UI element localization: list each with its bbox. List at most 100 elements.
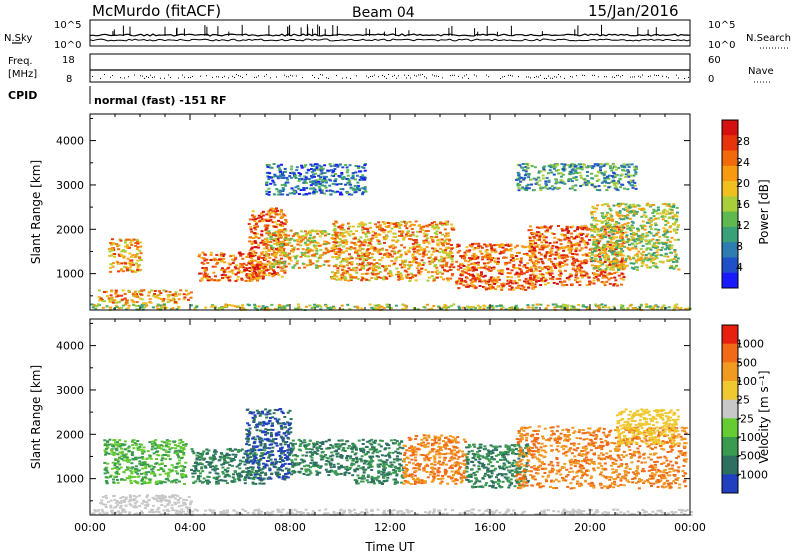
- scatter-cell: [341, 265, 345, 268]
- scatter-cell: [273, 225, 277, 228]
- scatter-cell: [472, 275, 476, 278]
- scatter-cell: [662, 212, 665, 215]
- nave-point: [612, 76, 613, 78]
- scatter-cell: [431, 240, 435, 243]
- nave-point: [668, 77, 669, 79]
- scatter-cell: [621, 278, 625, 281]
- scatter-cell: [366, 228, 369, 231]
- scatter-cell: [212, 257, 216, 260]
- scatter-cell: [323, 172, 327, 174]
- scatter-cell: [575, 267, 579, 270]
- scatter-cell: [364, 241, 368, 244]
- scatter-cell: [486, 268, 490, 271]
- scatter-cell: [633, 169, 637, 172]
- scatter-cell: [637, 239, 640, 242]
- scatter-cell: [281, 266, 285, 268]
- scatter-cell: [128, 269, 132, 272]
- scatter-cell: [617, 222, 621, 225]
- scatter-cell: [622, 226, 626, 229]
- scatter-cell: [520, 307, 524, 310]
- scatter-cell: [421, 226, 425, 229]
- scatter-cell: [451, 226, 455, 229]
- scatter-cell: [602, 234, 606, 237]
- scatter-cell: [510, 253, 513, 256]
- scatter-cell: [517, 284, 521, 287]
- scatter-cell: [597, 260, 601, 263]
- scatter-cell: [136, 242, 140, 245]
- scatter-cell: [417, 224, 421, 227]
- scatter-cell: [312, 187, 316, 190]
- scatter-cell: [120, 262, 124, 265]
- scatter-cell: [281, 172, 284, 175]
- scatter-cell: [668, 244, 672, 247]
- scatter-cell: [506, 276, 510, 278]
- scatter-cell: [546, 187, 550, 190]
- scatter-cell: [620, 173, 624, 176]
- scatter-cell: [606, 163, 610, 166]
- scatter-cell: [474, 286, 478, 289]
- scatter-cell: [554, 303, 558, 306]
- scatter-cell: [282, 188, 286, 191]
- scatter-cell: [178, 293, 182, 296]
- scatter-cell: [632, 267, 636, 270]
- scatter-cell: [568, 252, 572, 254]
- scatter-cell: [544, 307, 548, 310]
- scatter-cell: [260, 262, 264, 265]
- scatter-cell: [645, 305, 649, 308]
- scatter-cell: [251, 246, 255, 249]
- scatter-cell: [544, 182, 548, 185]
- scatter-cell: [110, 247, 114, 250]
- scatter-cell: [216, 279, 220, 282]
- nsearch-trace: [89, 38, 691, 42]
- scatter-cell: [628, 203, 632, 206]
- scatter-cell: [497, 269, 500, 272]
- scatter-cell: [361, 273, 365, 275]
- scatter-cell: [535, 181, 539, 184]
- scatter-cell: [349, 277, 353, 280]
- scatter-cell: [571, 172, 575, 175]
- scatter-cell: [120, 306, 123, 309]
- scatter-cell: [347, 232, 351, 235]
- scatter-cell: [313, 175, 316, 178]
- scatter-cell: [219, 255, 223, 258]
- scatter-cell: [306, 247, 310, 250]
- scatter-cell: [428, 263, 432, 266]
- scatter-cell: [598, 189, 602, 192]
- scatter-cell: [423, 235, 427, 238]
- scatter-cell: [480, 280, 484, 283]
- scatter-cell: [609, 209, 613, 212]
- scatter-cell: [442, 241, 446, 244]
- scatter-cell: [294, 186, 298, 189]
- scatter-cell: [484, 282, 488, 285]
- scatter-cell: [523, 264, 527, 267]
- scatter-cell: [369, 247, 373, 250]
- scatter-cell: [614, 222, 618, 225]
- scatter-cell: [541, 267, 545, 270]
- scatter-cell: [623, 187, 626, 190]
- scatter-cell: [348, 234, 352, 237]
- scatter-cell: [557, 225, 560, 227]
- scatter-cell: [419, 227, 423, 230]
- scatter-cell: [641, 207, 644, 210]
- scatter-cell: [171, 294, 175, 297]
- scatter-cell: [267, 187, 271, 190]
- nave-point: [678, 77, 679, 79]
- scatter-cell: [483, 243, 487, 246]
- scatter-cell: [216, 261, 220, 264]
- scatter-cell: [629, 184, 633, 187]
- scatter-cell: [410, 223, 414, 226]
- scatter-cell: [629, 229, 633, 232]
- scatter-cell: [599, 272, 603, 275]
- scatter-cell: [312, 244, 316, 247]
- scatter-cell: [140, 290, 144, 293]
- scatter-cell: [350, 257, 354, 260]
- scatter-cell: [104, 290, 108, 293]
- scatter-cell: [498, 304, 502, 307]
- scatter-cell: [541, 276, 545, 279]
- nave-point: [246, 74, 247, 76]
- scatter-cell: [355, 174, 359, 177]
- scatter-cell: [412, 239, 416, 242]
- scatter-cell: [253, 224, 257, 227]
- scatter-cell: [297, 187, 301, 190]
- scatter-cell: [615, 246, 619, 249]
